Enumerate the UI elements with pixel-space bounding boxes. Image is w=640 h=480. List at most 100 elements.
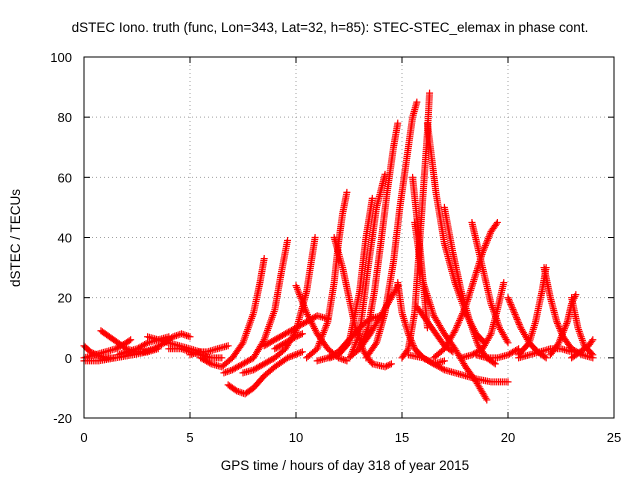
data-point-marker xyxy=(298,348,306,356)
data-point-marker xyxy=(453,322,461,330)
data-point-marker xyxy=(513,315,521,323)
data-point-marker xyxy=(265,357,273,365)
data-point-marker xyxy=(284,337,292,345)
data-point-marker xyxy=(222,368,230,376)
data-point-marker xyxy=(510,347,518,355)
data-point-marker xyxy=(186,351,194,359)
data-point-marker xyxy=(181,331,189,339)
data-point-marker xyxy=(268,338,276,346)
data-point-marker xyxy=(241,359,249,367)
data-point-marker xyxy=(455,318,463,326)
data-point-marker xyxy=(272,335,280,343)
data-point-marker xyxy=(220,369,228,377)
data-point-marker xyxy=(260,360,268,368)
data-point-marker xyxy=(492,220,500,228)
data-point-marker xyxy=(511,310,519,318)
data-point-marker xyxy=(292,350,300,358)
data-point-marker xyxy=(326,354,334,362)
data-point-marker xyxy=(572,291,580,299)
data-point-marker xyxy=(289,334,297,342)
data-point-marker xyxy=(504,339,512,347)
data-point-marker xyxy=(150,345,158,353)
data-point-marker xyxy=(386,361,394,369)
data-point-marker xyxy=(275,333,283,341)
chart-title: dSTEC Iono. truth (func, Lon=343, Lat=32… xyxy=(72,20,589,35)
data-point-marker xyxy=(281,339,289,347)
data-point-marker xyxy=(381,170,389,178)
data-point-marker xyxy=(247,356,255,364)
data-point-marker xyxy=(272,344,280,352)
data-point-marker xyxy=(436,363,444,371)
data-point-marker xyxy=(553,319,561,327)
data-point-marker xyxy=(245,356,253,364)
data-point-marker xyxy=(439,365,447,373)
data-point-marker xyxy=(425,357,433,365)
data-point-marker xyxy=(168,334,176,342)
data-point-marker xyxy=(541,353,549,361)
data-point-marker xyxy=(178,330,186,338)
x-tick-label: 5 xyxy=(186,430,193,445)
data-point-marker xyxy=(297,348,305,356)
data-point-marker xyxy=(271,336,279,344)
data-point-marker xyxy=(287,326,295,334)
data-point-marker xyxy=(117,350,125,358)
data-point-marker xyxy=(510,307,518,315)
data-point-marker xyxy=(460,306,468,314)
data-point-marker xyxy=(298,320,306,328)
data-point-marker xyxy=(116,350,124,358)
data-point-marker xyxy=(238,340,246,348)
plot-frame xyxy=(83,56,615,419)
data-point-marker xyxy=(133,345,141,353)
data-point-marker xyxy=(231,364,239,372)
data-point-marker xyxy=(383,362,391,370)
data-point-marker xyxy=(568,348,576,356)
data-point-marker xyxy=(179,330,187,338)
data-point-marker xyxy=(452,325,460,333)
data-point-marker xyxy=(482,394,490,402)
data-point-marker xyxy=(588,350,596,358)
data-point-marker xyxy=(295,349,303,357)
data-point-marker xyxy=(542,354,550,362)
y-tick-label: 20 xyxy=(58,291,72,306)
y-axis-label: dSTEC / TECUs xyxy=(8,189,23,287)
data-point-marker xyxy=(257,362,265,370)
data-point-marker xyxy=(384,361,392,369)
data-point-marker xyxy=(184,347,192,355)
data-point-marker xyxy=(172,332,180,340)
data-point-marker xyxy=(233,387,241,395)
data-point-marker xyxy=(189,350,197,358)
data-point-marker xyxy=(554,321,562,329)
x-tick-label: 0 xyxy=(80,430,87,445)
data-point-marker xyxy=(512,312,520,320)
data-point-marker xyxy=(329,353,337,361)
data-point-marker xyxy=(236,362,244,370)
data-point-marker xyxy=(230,365,238,373)
data-point-marker xyxy=(503,337,511,345)
data-point-marker xyxy=(506,350,514,358)
data-point-marker xyxy=(287,352,295,360)
data-point-marker xyxy=(456,315,464,323)
data-point-marker xyxy=(285,353,293,361)
data-point-marker xyxy=(387,360,395,368)
data-point-marker xyxy=(457,313,465,321)
y-tick-label: 40 xyxy=(58,231,72,246)
data-point-marker xyxy=(113,344,121,352)
data-point-marker xyxy=(138,342,146,350)
data-point-marker xyxy=(174,331,182,339)
data-point-marker xyxy=(589,336,597,344)
data-point-marker xyxy=(504,378,512,386)
points-layer xyxy=(80,89,597,404)
data-point-marker xyxy=(516,322,524,330)
data-point-marker xyxy=(191,349,199,357)
data-point-marker xyxy=(262,359,270,367)
data-point-marker xyxy=(589,351,597,359)
data-point-marker xyxy=(289,325,297,333)
data-point-marker xyxy=(491,360,499,368)
data-point-marker xyxy=(86,348,94,356)
data-point-marker xyxy=(344,340,352,348)
data-point-marker xyxy=(343,188,351,196)
data-point-marker xyxy=(277,341,285,349)
data-point-marker xyxy=(275,342,283,350)
data-point-marker xyxy=(142,340,150,348)
data-point-marker xyxy=(266,356,274,364)
